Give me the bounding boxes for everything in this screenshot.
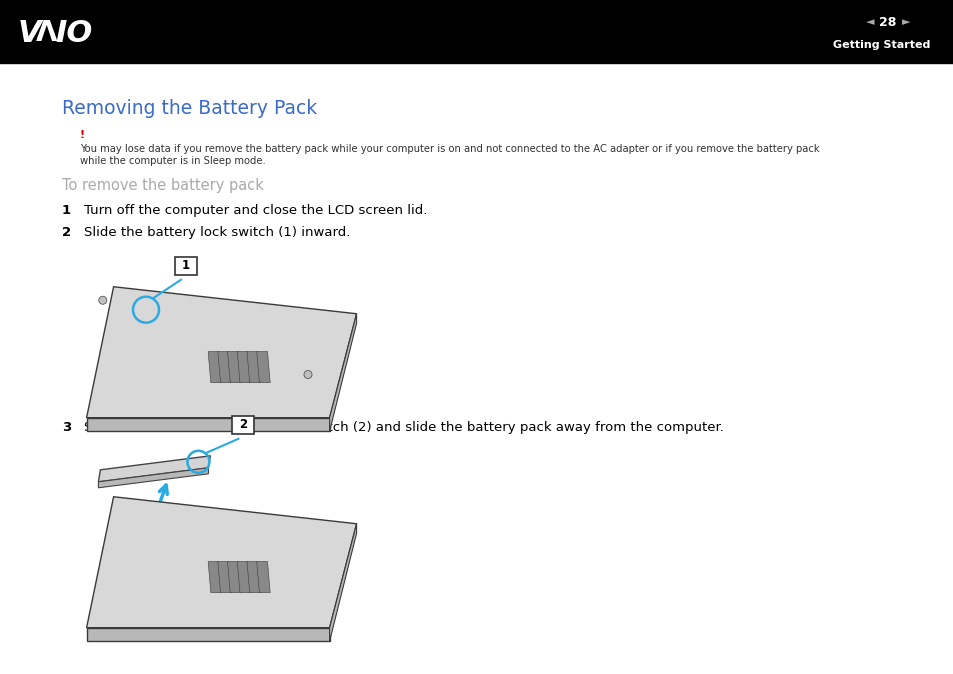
Text: Slide the battery lock switch (1) inward.: Slide the battery lock switch (1) inward… (84, 226, 350, 239)
Text: IO: IO (55, 18, 92, 47)
Text: 2: 2 (62, 226, 71, 239)
Polygon shape (217, 352, 231, 383)
Text: ◄: ◄ (864, 17, 873, 27)
Polygon shape (237, 352, 251, 383)
Text: To remove the battery pack: To remove the battery pack (62, 178, 264, 193)
Polygon shape (208, 561, 221, 592)
Polygon shape (237, 561, 251, 592)
Polygon shape (228, 561, 241, 592)
Polygon shape (256, 561, 270, 592)
Text: !: ! (80, 130, 85, 140)
Polygon shape (256, 352, 270, 383)
Text: You may lose data if you remove the battery pack while your computer is on and n: You may lose data if you remove the batt… (80, 144, 819, 154)
Bar (0, 0, 953, 63)
Circle shape (304, 371, 312, 379)
FancyBboxPatch shape (174, 257, 196, 275)
Text: Getting Started: Getting Started (832, 40, 929, 50)
Polygon shape (87, 627, 329, 641)
Text: Removing the Battery Pack: Removing the Battery Pack (62, 99, 317, 118)
Polygon shape (329, 314, 356, 431)
Polygon shape (247, 561, 260, 592)
Text: Slide and hold the battery release latch (2) and slide the battery pack away fro: Slide and hold the battery release latch… (84, 421, 723, 434)
Circle shape (99, 297, 107, 304)
FancyBboxPatch shape (233, 416, 254, 434)
Text: 1: 1 (182, 259, 190, 272)
Polygon shape (87, 418, 329, 431)
Text: 28: 28 (879, 16, 896, 28)
Polygon shape (208, 352, 221, 383)
Polygon shape (98, 468, 208, 488)
Text: 3: 3 (62, 421, 71, 434)
Text: 2: 2 (239, 419, 247, 431)
Polygon shape (98, 456, 211, 482)
Text: Turn off the computer and close the LCD screen lid.: Turn off the computer and close the LCD … (84, 204, 427, 217)
Polygon shape (329, 524, 356, 641)
Polygon shape (247, 352, 260, 383)
Text: while the computer is in Sleep mode.: while the computer is in Sleep mode. (80, 156, 266, 166)
Text: 1: 1 (62, 204, 71, 217)
Text: V: V (18, 18, 42, 47)
Polygon shape (228, 352, 241, 383)
Text: ►: ► (901, 17, 909, 27)
Text: Λ: Λ (36, 19, 57, 47)
Polygon shape (217, 561, 231, 592)
Polygon shape (87, 497, 356, 627)
Polygon shape (87, 286, 356, 418)
